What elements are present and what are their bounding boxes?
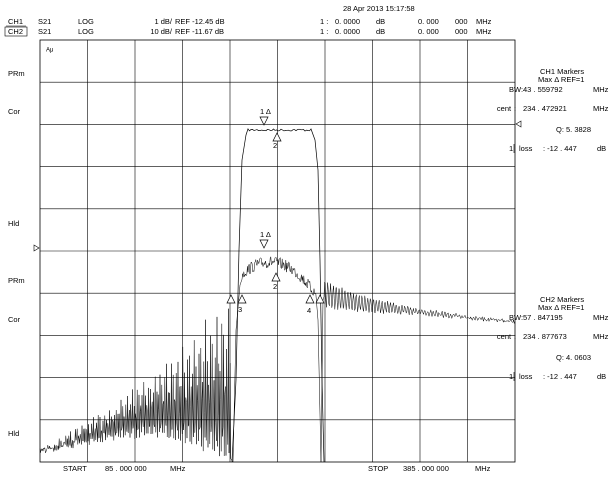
start-unit: MHz	[170, 464, 186, 473]
start-value: 85 . 000 000	[105, 464, 147, 473]
marker-label: 2	[273, 282, 277, 291]
channel-param: S21	[38, 27, 51, 36]
side-label: Hld	[8, 219, 19, 228]
panel-cent-label: cent	[497, 332, 512, 341]
channel-scale: 10 dB/	[150, 27, 173, 36]
panel-sub: Max Δ REF=1	[538, 303, 584, 312]
panel-bw: 57 . 847195	[523, 313, 563, 322]
side-label: Hld	[8, 429, 19, 438]
panel-sep: :	[514, 104, 516, 113]
channel-funit: MHz	[476, 27, 492, 36]
channel-mval: 0. 0000	[335, 17, 360, 26]
panel-sep: :	[514, 332, 516, 341]
channel-format: LOG	[78, 27, 94, 36]
panel-bw-label: BW:	[509, 85, 523, 94]
channel-scale: 1 dB/	[154, 17, 172, 26]
channel-ref: REF -11.67 dB	[175, 27, 224, 36]
panel-cent-unit: MHz	[593, 104, 608, 113]
marker-label: 4	[307, 306, 311, 315]
panel-q: Q: 5. 3828	[556, 125, 591, 134]
panel-sub: Max Δ REF=1	[538, 75, 584, 84]
panel-bw-unit: MHz	[593, 313, 608, 322]
panel-title: CH2 Markers	[540, 295, 584, 304]
start-label: START	[63, 464, 87, 473]
panel-loss-unit: dB	[597, 372, 606, 381]
panel-loss-num: 1	[509, 144, 513, 153]
channel-mval: 0. 0000	[335, 27, 360, 36]
ch2-trace	[39, 255, 516, 463]
panel-loss-num: 1	[509, 372, 513, 381]
channel-funit: MHz	[476, 17, 492, 26]
datetime: 28 Apr 2013 15:17:58	[343, 4, 415, 13]
grid-corner: Aμ	[46, 48, 54, 54]
channel-freq2: 000	[455, 27, 468, 36]
channel-name: CH2	[8, 27, 23, 36]
panel-loss: : -12 . 447	[543, 372, 577, 381]
panel-bw: 43 . 559792	[523, 85, 563, 94]
panel-cent-label: cent	[497, 104, 512, 113]
ref-pointer	[33, 244, 40, 252]
channel-marker: 1 :	[320, 17, 328, 26]
stop-label: STOP	[368, 464, 388, 473]
ref-pointer	[515, 120, 522, 128]
panel-cent-unit: MHz	[593, 332, 608, 341]
channel-format: LOG	[78, 17, 94, 26]
marker-label: 3	[238, 305, 242, 314]
channel-freq: 0. 000	[418, 27, 439, 36]
panel-q: Q: 4. 0603	[556, 353, 591, 362]
channel-name: CH1	[8, 17, 23, 26]
stop-value: 385 . 000 000	[403, 464, 449, 473]
channel-ref: REF -12.45 dB	[175, 17, 225, 26]
channel-freq2: 000	[455, 17, 468, 26]
panel-loss-unit: dB	[597, 144, 606, 153]
marker-label: 1 Δ	[260, 107, 271, 116]
ch1-trace	[231, 128, 325, 463]
side-label: PRm	[8, 276, 25, 285]
panel-cent: 234 . 472921	[523, 104, 567, 113]
panel-loss-label: loss	[519, 144, 533, 153]
channel-munit: dB	[376, 17, 385, 26]
side-label: PRm	[8, 69, 25, 78]
graticule	[40, 40, 515, 462]
channel-marker: 1 :	[320, 27, 328, 36]
marker-symbols	[226, 116, 325, 304]
panel-loss: : -12 . 447	[543, 144, 577, 153]
stop-unit: MHz	[475, 464, 491, 473]
channel-rows: CH1 S21 LOG 1 dB/REF -12.45 dB 1 : 0. 0000 dB 0…	[8, 17, 492, 36]
channel-munit: dB	[376, 27, 385, 36]
side-label: Cor	[8, 315, 21, 324]
marker-label: 2	[273, 141, 277, 150]
channel-param: S21	[38, 17, 51, 26]
panel-bw-unit: MHz	[593, 85, 608, 94]
panel-cent: 234 . 877673	[523, 332, 567, 341]
side-label: Cor	[8, 107, 21, 116]
panel-title: CH1 Markers	[540, 67, 584, 76]
ch2-box	[4, 26, 28, 37]
panel-bw-label: BW:	[509, 313, 523, 322]
marker-label: 1 Δ	[260, 230, 271, 239]
channel-freq: 0. 000	[418, 17, 439, 26]
panel-loss-label: loss	[519, 372, 533, 381]
